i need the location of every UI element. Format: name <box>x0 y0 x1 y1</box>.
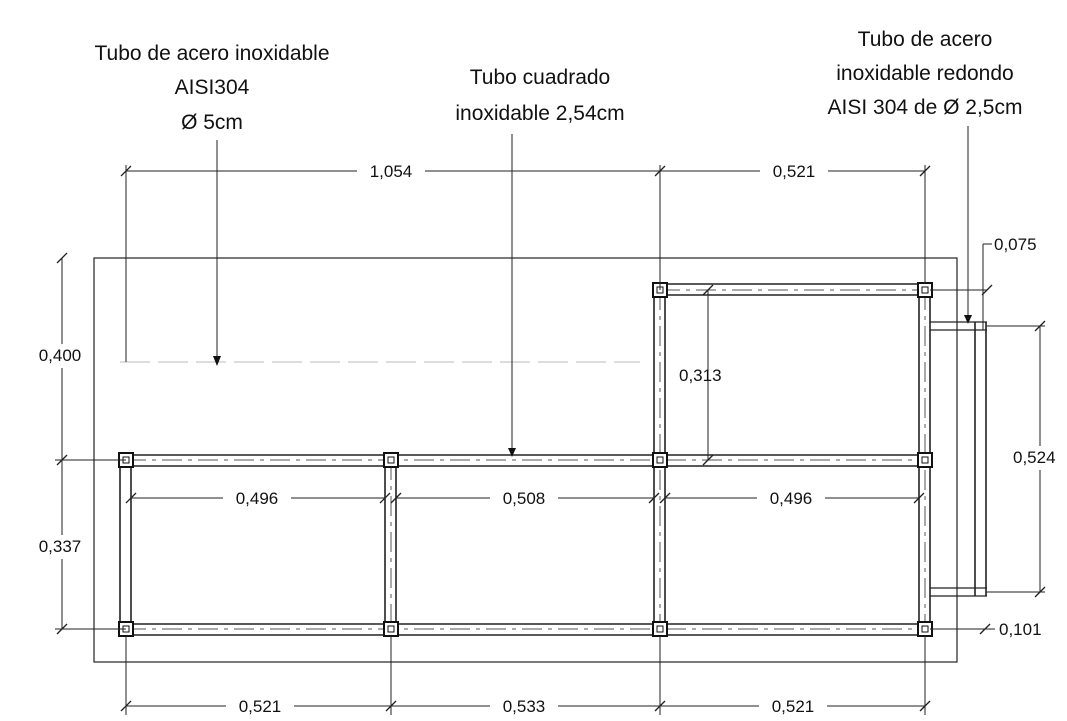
leader-lines <box>213 126 972 457</box>
callout-left-line2: AISI304 <box>175 76 250 99</box>
dim-inner-left: 0,496 <box>236 489 279 508</box>
beam-middle <box>126 454 925 467</box>
dim-offset-right: 0,075 <box>994 235 1037 254</box>
dim-left-upper: 0,400 <box>39 346 82 365</box>
callout-left-line3: Ø 5cm <box>181 111 243 134</box>
callout-left-pipe: Tubo de acero inoxidable AISI304 Ø 5cm <box>94 42 329 134</box>
dim-inner-right: 0,496 <box>770 489 813 508</box>
dim-bottom-right: 0,521 <box>772 697 815 716</box>
beam-top <box>660 283 925 296</box>
post-1 <box>119 460 132 629</box>
callout-square-tube: Tubo cuadrado inoxidable 2,54cm <box>455 66 624 125</box>
callout-round-line3: AISI 304 de Ø 2,5cm <box>828 96 1023 119</box>
dim-right-side: 0,524 <box>1013 448 1056 467</box>
dim-inner-mid: 0,508 <box>503 489 546 508</box>
joint-node <box>917 452 933 468</box>
square-tube-frame <box>119 283 931 636</box>
callout-left-line1: Tubo de acero inoxidable <box>94 42 329 65</box>
joint-nodes <box>118 282 933 637</box>
callout-square-line1: Tubo cuadrado <box>470 66 611 89</box>
dim-top-right: 0,521 <box>773 162 816 181</box>
dim-bottom-left: 0,521 <box>239 697 282 716</box>
callout-round-line2: inoxidable redondo <box>836 62 1013 85</box>
dim-bottom-mid: 0,533 <box>503 697 546 716</box>
beam-bottom <box>126 623 925 636</box>
post-2 <box>384 460 397 629</box>
round-pipe-rail <box>930 321 987 597</box>
dimension-lines <box>55 165 1046 715</box>
dim-bottom-right-offset: 0,101 <box>999 620 1042 639</box>
dimension-labels: 1,054 0,521 0,075 0,400 0,313 0,524 0,33… <box>28 160 1067 717</box>
joint-node <box>383 621 399 637</box>
callout-round-line1: Tubo de acero <box>858 28 993 51</box>
dim-left-lower: 0,337 <box>39 537 82 556</box>
joint-node <box>383 452 399 468</box>
joint-node <box>917 282 933 298</box>
callout-round-pipe: Tubo de acero inoxidable redondo AISI 30… <box>828 28 1023 119</box>
joint-node <box>652 621 668 637</box>
callout-square-line2: inoxidable 2,54cm <box>455 102 624 125</box>
dim-inner-upper: 0,313 <box>679 366 722 385</box>
dim-top-total: 1,054 <box>370 162 413 181</box>
joint-node <box>917 621 933 637</box>
joint-node <box>652 452 668 468</box>
